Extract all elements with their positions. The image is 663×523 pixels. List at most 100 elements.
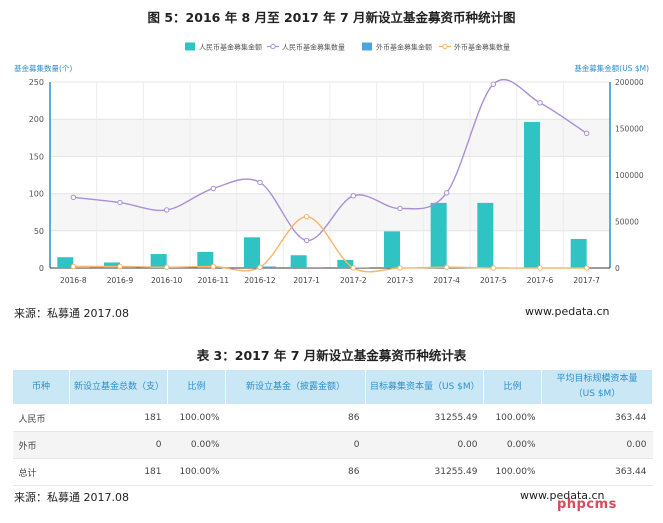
table-cell: 100.00% — [167, 404, 226, 432]
y-tick-label-left: 250 — [29, 78, 44, 87]
table-cell: 86 — [225, 404, 366, 432]
y-tick-label-right: 200000 — [615, 78, 644, 87]
bar-rmb-amount — [290, 255, 307, 268]
table-cell: 总计 — [12, 458, 70, 486]
header-currency: 币种 — [12, 369, 70, 405]
point-foreign-count — [397, 265, 403, 271]
legend-swatch-marker — [442, 43, 448, 50]
table-cell: 0.00% — [483, 431, 542, 459]
legend-label: 外币基金募集金额 — [376, 43, 432, 52]
bar-rmb-amount — [197, 251, 214, 268]
point-foreign-count — [303, 213, 310, 220]
table-cell: 86 — [225, 458, 366, 486]
legend-label: 人民币基金募集数量 — [282, 43, 345, 52]
bar-rmb-amount — [477, 202, 494, 268]
y-tick-label-right: 0 — [615, 264, 620, 273]
bar-rmb-amount — [384, 231, 400, 268]
point-foreign-count — [583, 265, 590, 271]
y-axis-left-title: 基金募集数量(个) — [14, 63, 72, 73]
table-cell: 100.00% — [483, 404, 542, 432]
table-header-row: 币种 新设立基金总数（支） 比例 新设立基金（披露金额） 目标募集资本量（US … — [12, 369, 653, 405]
table-site: www.pedata.cn — [520, 489, 605, 502]
point-foreign-count — [443, 264, 450, 270]
header-ratio-2: 比例 — [483, 369, 542, 405]
point-foreign-count — [70, 263, 77, 270]
y-tick-label-left: 100 — [29, 190, 44, 199]
bar-rmb-amount — [570, 238, 587, 268]
chart-site: www.pedata.cn — [525, 305, 610, 318]
point-rmb-count — [397, 205, 403, 212]
table-row: 人民币 181 100.00% 86 31255.49 100.00% 363.… — [12, 404, 653, 432]
bar-rmb-amount — [57, 257, 74, 268]
y-tick-label-left: 0 — [39, 264, 44, 273]
legend-label: 外币基金募集数量 — [454, 43, 510, 52]
table-cell: 外币 — [12, 431, 70, 459]
table-cell: 181 — [69, 404, 168, 432]
table-cell: 100.00% — [167, 458, 226, 486]
point-rmb-count — [210, 185, 217, 192]
figure-title: 图 5：2016 年 8 月至 2017 年 7 月新设立基金募资币种统计图 — [147, 10, 516, 25]
header-disclosed-funds: 新设立基金（披露金额） — [225, 369, 366, 405]
point-rmb-count — [350, 193, 357, 199]
y-tick-label-left: 150 — [29, 152, 44, 161]
header-fund-count: 新设立基金总数（支） — [69, 369, 168, 405]
table-title: 表 3：2017 年 7 月新设立基金募资币种统计表 — [196, 348, 467, 363]
table-cell: 31255.49 — [365, 404, 484, 432]
bar-rmb-amount — [337, 259, 354, 268]
currency-table: 币种 新设立基金总数（支） 比例 新设立基金（披露金额） 目标募集资本量（US … — [12, 369, 653, 486]
table-cell: 0.00 — [541, 431, 653, 459]
table-cell: 363.44 — [541, 458, 653, 486]
point-foreign-count — [257, 264, 263, 270]
x-tick-label: 2016-12 — [244, 276, 276, 285]
chart-svg: 0 50 100 150 200 250 0 50000 100000 150000 200000 2… — [14, 42, 649, 285]
x-tick-label: 2017-4 — [433, 276, 460, 285]
watermark-logo: phpcms — [557, 497, 617, 512]
point-foreign-count — [210, 263, 217, 270]
point-rmb-count — [537, 100, 543, 106]
x-tick-label: 2017-3 — [387, 276, 414, 285]
point-foreign-count — [490, 265, 497, 271]
table-cell: 363.44 — [541, 404, 653, 432]
currency-chart: 0 50 100 150 200 250 0 50000 100000 150000 200000 2… — [10, 32, 653, 290]
bar-rmb-amount — [524, 121, 540, 269]
point-foreign-count — [537, 265, 543, 271]
bar-rmb-amount — [150, 254, 167, 268]
point-foreign-count — [163, 264, 170, 270]
table-row: 外币 0 0.00% 0 0.00 0.00% 0.00 — [12, 431, 653, 459]
point-rmb-count — [490, 81, 497, 87]
point-foreign-count — [350, 265, 357, 271]
point-rmb-count — [303, 237, 310, 244]
table-cell: 人民币 — [12, 404, 70, 432]
x-tick-label: 2016-8 — [60, 276, 87, 285]
y-tick-label-right: 100000 — [615, 171, 644, 180]
bar-rmb-amount — [244, 237, 260, 268]
table-cell: 0.00 — [365, 431, 484, 459]
bar-foreign-amount — [260, 266, 276, 268]
table-cell: 100.00% — [483, 458, 542, 486]
legend-swatch-marker — [270, 43, 276, 50]
y-tick-label-left: 200 — [29, 115, 44, 124]
header-ratio: 比例 — [167, 369, 226, 405]
x-tick-label: 2017-6 — [527, 276, 554, 285]
legend-swatch-bar — [362, 42, 372, 51]
y-tick-label-left: 50 — [34, 227, 44, 236]
bar-foreign-amount — [73, 267, 90, 268]
point-rmb-count — [257, 179, 263, 186]
bar-rmb-amount — [430, 202, 447, 268]
point-rmb-count — [117, 199, 123, 206]
table-cell: 0 — [225, 431, 366, 459]
header-target-capital: 目标募集资本量（US $M） — [365, 369, 484, 405]
table-cell: 0.00% — [167, 431, 226, 459]
table-cell: 31255.49 — [365, 458, 484, 486]
table-row: 总计 181 100.00% 86 31255.49 100.00% 363.4… — [12, 458, 653, 486]
legend-label: 人民币基金募集金额 — [199, 43, 262, 52]
x-tick-label: 2016-10 — [151, 276, 183, 285]
x-tick-label: 2017-7 — [573, 276, 600, 285]
x-tick-label: 2016-9 — [107, 276, 134, 285]
point-foreign-count — [117, 263, 123, 270]
point-rmb-count — [583, 130, 590, 137]
legend-swatch-bar — [185, 42, 195, 51]
y-axis-right-title: 基金募集金额(US $M) — [574, 63, 649, 73]
y-tick-label-right: 50000 — [615, 218, 639, 227]
bar-foreign-amount — [306, 267, 323, 268]
